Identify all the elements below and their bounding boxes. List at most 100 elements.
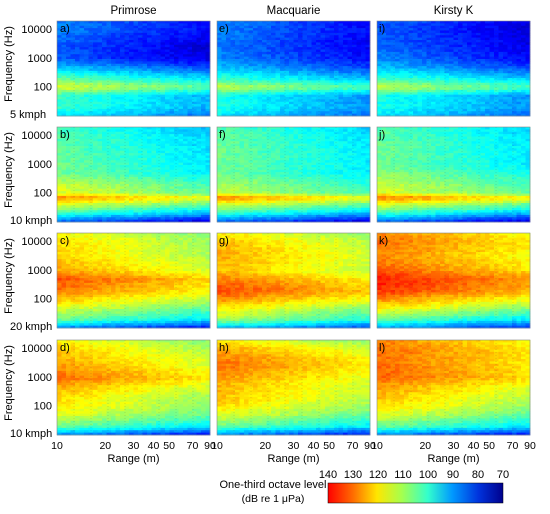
heatmap-cell (88, 30, 94, 34)
heatmap-cell (440, 80, 445, 84)
heatmap-cell (347, 111, 353, 114)
heatmap-cell (444, 78, 450, 81)
heatmap-cell (97, 141, 103, 144)
heatmap-cell (156, 131, 161, 135)
heatmap-cell (217, 113, 222, 117)
heatmap-cell (395, 21, 400, 24)
heatmap-cell (230, 106, 236, 110)
heatmap-cell (361, 87, 366, 91)
heatmap-cell (183, 56, 188, 60)
heatmap-cell (93, 61, 98, 65)
heatmap-cell (93, 169, 98, 173)
heatmap-cell (226, 32, 231, 36)
heatmap-cell (408, 113, 414, 117)
heatmap-cell (253, 85, 258, 88)
heatmap-cell (485, 113, 490, 117)
heatmap-cell (284, 68, 290, 72)
heatmap-cell (151, 148, 157, 152)
heatmap-cell (84, 70, 89, 74)
heatmap-cell (298, 104, 303, 107)
heatmap-cell (408, 85, 414, 88)
heatmap-cell (115, 141, 121, 144)
heatmap-cell (404, 63, 409, 67)
heatmap-cell (325, 82, 330, 86)
heatmap-cell (174, 162, 179, 166)
heatmap-cell (440, 82, 445, 86)
heatmap-cell (61, 150, 67, 154)
heatmap-cell (106, 28, 112, 31)
heatmap-cell (525, 75, 531, 79)
heatmap-cell (201, 92, 206, 95)
heatmap-cell (75, 155, 80, 159)
heatmap-cell (248, 89, 254, 93)
heatmap-cell (102, 143, 107, 147)
heatmap-cell (365, 87, 371, 91)
heatmap-cell (521, 75, 526, 79)
heatmap-cell (174, 108, 179, 112)
heatmap-cell (298, 35, 303, 38)
heatmap-cell (343, 68, 348, 72)
heatmap-cell (151, 89, 157, 93)
heatmap-cell (377, 80, 382, 84)
heatmap-cell (196, 68, 202, 72)
heatmap-cell (129, 25, 134, 29)
heatmap-cell (93, 47, 98, 50)
heatmap-cell (521, 63, 526, 67)
heatmap-cell (449, 99, 454, 103)
heatmap-cell (516, 66, 522, 69)
heatmap-cell (97, 49, 103, 53)
heatmap-cell (165, 87, 170, 91)
heatmap-cell (512, 70, 517, 74)
heatmap-cell (102, 21, 107, 24)
heatmap-cell (352, 78, 357, 81)
heatmap-cell (325, 111, 330, 114)
heatmap-cell (458, 87, 463, 91)
heatmap-cell (361, 113, 366, 117)
heatmap-cell (512, 87, 517, 91)
heatmap-cell (289, 35, 294, 38)
heatmap-cell (253, 49, 258, 53)
heatmap-cell (257, 78, 263, 81)
heatmap-cell (84, 40, 89, 43)
heatmap-cell (422, 54, 427, 57)
heatmap-cell (275, 99, 281, 103)
heatmap-cell (525, 56, 531, 60)
heatmap-cell (183, 127, 188, 130)
heatmap-cell (498, 51, 504, 55)
heatmap-cell (458, 85, 463, 88)
heatmap-cell (462, 32, 468, 36)
heatmap-cell (298, 66, 303, 69)
heatmap-cell (302, 42, 308, 46)
heatmap-cell (129, 51, 134, 55)
heatmap-cell (343, 87, 348, 91)
heatmap-cell (386, 61, 391, 65)
heatmap-cell (142, 28, 148, 31)
heatmap-cell (365, 37, 371, 41)
heatmap-cell (525, 30, 531, 34)
heatmap-cell (480, 99, 486, 103)
heatmap-cell (244, 56, 249, 60)
heatmap-cell (280, 106, 285, 110)
heatmap-cell (248, 59, 254, 62)
heatmap-cell (120, 172, 125, 175)
heatmap-cell (343, 92, 348, 95)
heatmap-cell (338, 70, 344, 74)
heatmap-cell (325, 101, 330, 105)
heatmap-cell (390, 106, 396, 110)
heatmap-cell (57, 25, 62, 29)
heatmap-cell (201, 141, 206, 144)
heatmap-cell (503, 104, 508, 107)
heatmap-cell (205, 134, 211, 137)
heatmap-cell (467, 101, 472, 105)
heatmap-cell (386, 92, 391, 95)
heatmap-cell (485, 92, 490, 95)
heatmap-cell (507, 111, 513, 114)
heatmap-cell (356, 59, 362, 62)
heatmap-cell (61, 108, 67, 112)
heatmap-cell (187, 40, 193, 43)
heatmap-cell (352, 32, 357, 36)
heatmap-cell (521, 89, 526, 93)
heatmap-cell (178, 146, 184, 149)
heatmap-cell (178, 134, 184, 137)
heatmap-cell (138, 138, 143, 142)
